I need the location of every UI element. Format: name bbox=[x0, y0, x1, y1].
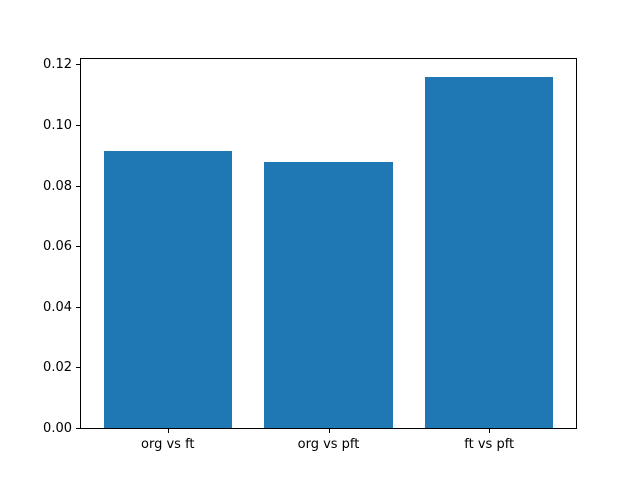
y-tick-label: 0.06 bbox=[43, 239, 72, 255]
x-tick-mark bbox=[489, 429, 491, 433]
x-tick-label: ft vs pft bbox=[464, 437, 515, 452]
plot-area: org vs ft org vs pft ft vs pft 0.00 0.02 0.04… bbox=[43, 58, 577, 451]
y-tick-label: 0.04 bbox=[43, 299, 72, 315]
y-tick-label: 0.08 bbox=[43, 178, 72, 194]
y-tick-label: 0.12 bbox=[43, 57, 72, 73]
y-tick-mark bbox=[76, 367, 80, 369]
bar-ft-vs-pft bbox=[424, 76, 554, 428]
y-tick-label: 0.10 bbox=[43, 118, 72, 134]
y-tick-mark bbox=[76, 428, 80, 429]
x-tick-label: org vs ft bbox=[141, 437, 195, 452]
x-tick-mark bbox=[167, 429, 169, 433]
x-tick-label: org vs pft bbox=[297, 437, 360, 452]
y-tick-label: 0.00 bbox=[43, 421, 72, 436]
bar-org-vs-pft bbox=[264, 162, 393, 428]
y-tick-mark bbox=[76, 306, 80, 308]
y-tick-mark bbox=[76, 185, 80, 187]
x-tick-mark bbox=[328, 429, 330, 433]
y-tick-label: 0.02 bbox=[43, 360, 72, 376]
y-tick-mark bbox=[76, 246, 80, 248]
y-tick-mark bbox=[76, 125, 80, 127]
bar-org-vs-ft bbox=[103, 150, 233, 428]
y-tick-mark bbox=[76, 64, 80, 66]
